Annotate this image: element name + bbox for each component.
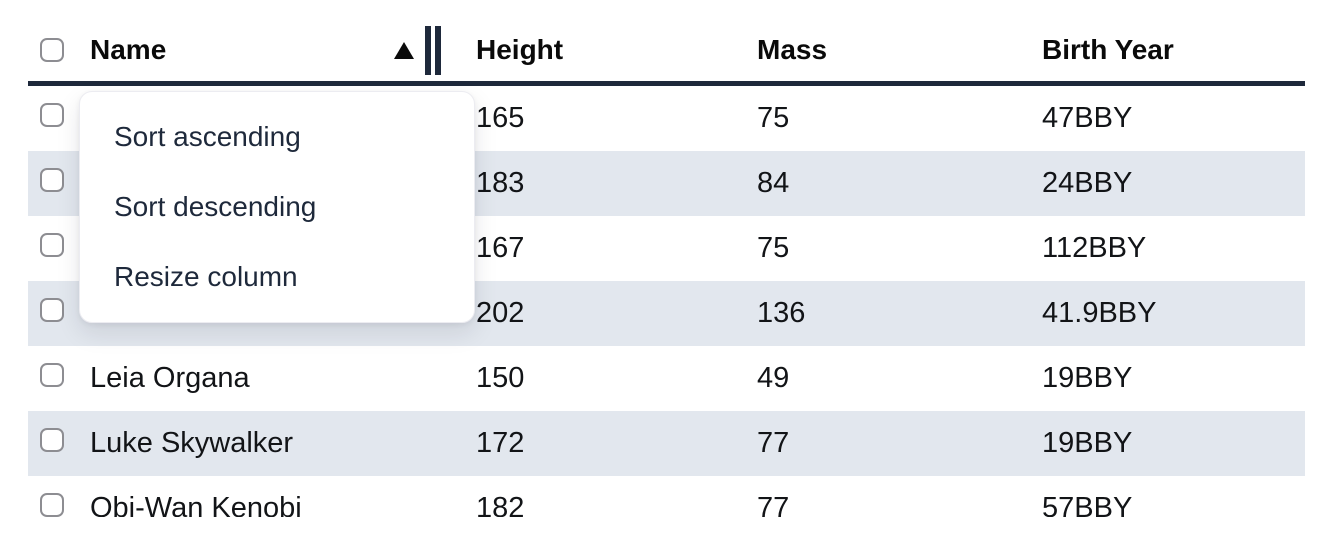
column-header-name-label: Name — [90, 34, 167, 65]
cell-mass: 75 — [757, 102, 790, 134]
row-checkbox[interactable] — [40, 168, 64, 192]
cell-height: 165 — [476, 102, 525, 134]
cell-birth-year: 57BBY — [1042, 492, 1133, 517]
cell-birth-year: 41.9BBY — [1042, 297, 1157, 329]
cell-height: 182 — [476, 492, 525, 517]
row-checkbox[interactable] — [40, 103, 64, 127]
cell-mass: 49 — [757, 362, 790, 394]
row-checkbox-cell — [28, 492, 90, 517]
column-resize-handle-icon[interactable] — [425, 25, 441, 75]
row-checkbox[interactable] — [40, 363, 64, 387]
cell-name: Obi-Wan Kenobi — [90, 492, 302, 517]
cell-height: 167 — [476, 232, 525, 264]
cell-height: 172 — [476, 427, 525, 459]
menu-item-resize-column[interactable]: Resize column — [114, 261, 298, 292]
cell-height: 150 — [476, 362, 525, 394]
cell-mass: 84 — [757, 167, 790, 199]
column-context-menu: Sort ascending Sort descending Resize co… — [79, 91, 475, 323]
cell-birth-year: 47BBY — [1042, 102, 1133, 134]
cell-birth-year: 24BBY — [1042, 167, 1133, 199]
cell-mass: 77 — [757, 492, 790, 517]
select-all-checkbox[interactable] — [40, 38, 64, 62]
cell-birth-year: 112BBY — [1042, 232, 1147, 264]
row-checkbox[interactable] — [40, 233, 64, 257]
row-checkbox-cell — [28, 232, 90, 265]
cell-height: 183 — [476, 167, 525, 199]
column-header-height[interactable]: Height — [476, 34, 564, 65]
column-header-birth-year[interactable]: Birth Year — [1042, 34, 1174, 65]
table-header-row: Name Height Mass Birth Year — [28, 0, 1305, 86]
row-checkbox[interactable] — [40, 493, 64, 517]
cell-name: Luke Skywalker — [90, 427, 294, 459]
menu-item-sort-ascending[interactable]: Sort ascending — [114, 121, 301, 152]
table-row[interactable]: Luke Skywalker 172 77 19BBY — [28, 411, 1305, 476]
table-row[interactable]: Leia Organa 150 49 19BBY — [28, 346, 1305, 411]
cell-mass: 136 — [757, 297, 806, 329]
row-checkbox-cell — [28, 102, 90, 135]
header-checkbox-cell — [28, 38, 90, 62]
cell-height: 202 — [476, 297, 525, 329]
row-checkbox-cell — [28, 427, 90, 460]
row-checkbox-cell — [28, 297, 90, 330]
cell-name: Leia Organa — [90, 362, 250, 394]
column-header-name[interactable]: Name — [90, 25, 476, 75]
row-checkbox[interactable] — [40, 428, 64, 452]
row-checkbox-cell — [28, 167, 90, 200]
cell-birth-year: 19BBY — [1042, 362, 1133, 394]
sort-ascending-icon — [394, 41, 414, 59]
column-header-mass[interactable]: Mass — [757, 34, 828, 65]
row-checkbox[interactable] — [40, 298, 64, 322]
row-checkbox-cell — [28, 362, 90, 395]
menu-item-sort-descending[interactable]: Sort descending — [114, 191, 317, 222]
table-row[interactable]: Obi-Wan Kenobi 182 77 57BBY — [28, 476, 1305, 517]
cell-mass: 75 — [757, 232, 790, 264]
cell-birth-year: 19BBY — [1042, 427, 1133, 459]
cell-mass: 77 — [757, 427, 790, 459]
